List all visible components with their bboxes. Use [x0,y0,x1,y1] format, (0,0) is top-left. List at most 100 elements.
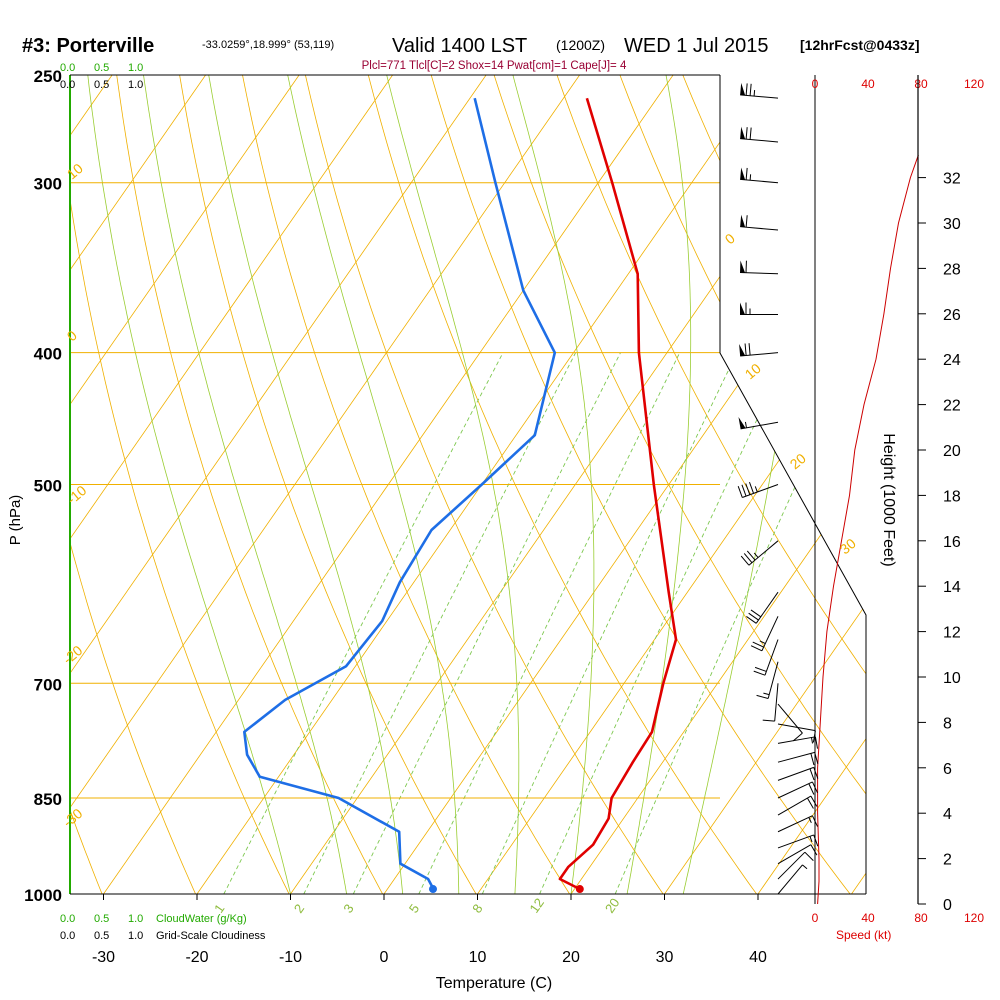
wind-barb-full [745,127,748,140]
wind-barb-full [754,666,767,672]
moist-adiabat-line [143,75,347,894]
wind-barb [777,723,816,743]
wind-barb-full [811,781,818,794]
height-tick-label: 4 [943,806,952,823]
isotherm-line [477,75,866,894]
wind-panel: 0040408080120120024681012141618202224262… [737,75,984,925]
wind-barb [756,661,779,699]
wind-barb-full [810,753,815,766]
wind-barb-full [813,834,819,847]
moist-adiabat-line [208,75,404,894]
speed-tick-label-top: 80 [914,77,928,91]
temp-tick-label: -20 [185,949,208,966]
height-tick-label: 6 [943,761,952,778]
wind-barb [738,417,779,430]
temperature-profile-line [558,97,678,890]
x-axis-title: Temperature (C) [436,975,552,992]
plot-frame [69,74,867,895]
moist-adiabat-line [626,75,692,894]
wind-barb-half [753,552,759,558]
wind-barb-full [746,616,757,624]
wind-barb-full [750,609,762,618]
wind-barb-half [809,836,813,843]
wind-barb-half [810,737,814,744]
wind-barb-half [802,864,808,870]
dry-adiabat-line [116,75,383,894]
right-frame-line [719,75,867,894]
height-tick-label: 28 [943,261,961,278]
mixing-ratio-line [539,352,789,894]
wind-barb [777,864,808,895]
wind-barb-full [814,736,818,749]
wind-barb-staff [777,844,812,865]
pressure-tick-label: 850 [34,790,62,809]
cloud-water-tick: 1.0 [128,913,143,925]
height-tick-label: 2 [943,852,952,869]
wind-barb [777,751,819,766]
speed-tick-label-bottom: 40 [861,911,875,925]
wind-barb [777,781,818,799]
wind-barb-staff [740,421,779,430]
wind-barb-staff [748,540,779,566]
wind-barb-half [759,640,766,644]
wind-barb [777,795,818,816]
valid-date: WED 1 Jul 2015 [624,35,769,57]
wind-barb-staff [774,683,779,722]
pressure-tick-label: 700 [34,675,62,694]
wind-barb-half [763,692,770,696]
dry-adiabat-line [0,75,9,894]
dry-adiabat-label: 0 [64,327,80,344]
mixing-ratio-label: 3 [340,901,356,916]
pressure-tick-label: 400 [34,345,62,364]
mixing-ratio-line [418,352,681,894]
wind-barb-full [756,694,769,699]
indices-line: Plcl=771 Tlcl[C]=2 Shox=14 Pwat[cm]=1 Ca… [362,60,627,72]
wind-barb [740,302,778,316]
pressure-tick-label: 250 [34,67,62,86]
speed-tick-label-bottom: 120 [964,911,984,925]
height-tick-label: 22 [943,398,961,415]
mixing-ratio-label: 2 [291,901,307,916]
wind-barb-pennant [740,167,746,180]
wind-barb-staff [777,703,803,734]
wind-barb-staff [740,138,779,143]
wind-barb-full [737,486,743,498]
wind-barb-staff [777,736,816,744]
wind-barb-full [792,732,803,742]
cloudiness-tick: 0.0 [60,79,75,91]
wind-barb-staff [761,616,779,651]
isobars [70,74,720,895]
wind-barb [740,214,779,231]
wind-barb-full [746,550,756,561]
forecast-label: [12hrFcst@0433z] [800,37,919,53]
moist-adiabat-line [87,75,291,894]
temp-tick-label: 30 [656,949,674,966]
temp-tick-label: 40 [749,949,767,966]
isotherm-line [70,75,300,894]
height-tick-label: 26 [943,307,961,324]
mixing-ratio-label: 8 [469,901,485,916]
isotherm-line [851,75,866,894]
wind-barb [777,815,818,833]
cloud-water-tick: 1.0 [128,62,143,74]
wind-barb [777,766,819,781]
dry-adiabat-line [556,75,866,894]
wind-barb-staff [777,851,806,880]
wind-barb-staff [777,723,816,732]
station-title: #3: Porterville [22,35,154,57]
dry-adiabat-label: 10 [742,360,764,382]
height-tick-label: 12 [943,625,961,642]
wind-barb-staff [777,751,815,763]
isotherm-line [0,75,19,894]
profiles [243,97,678,890]
wind-barb-half [753,90,756,97]
wind-barb-full [745,483,751,495]
wind-barb-full [762,719,775,722]
wind-barb-staff [755,591,779,624]
temp-tick-label: -30 [92,949,115,966]
wind-barb-pennant [739,344,746,356]
wind-barb-full [748,612,759,621]
dry-adiabat-line [808,75,866,894]
speed-tick-label-top: 40 [861,77,875,91]
